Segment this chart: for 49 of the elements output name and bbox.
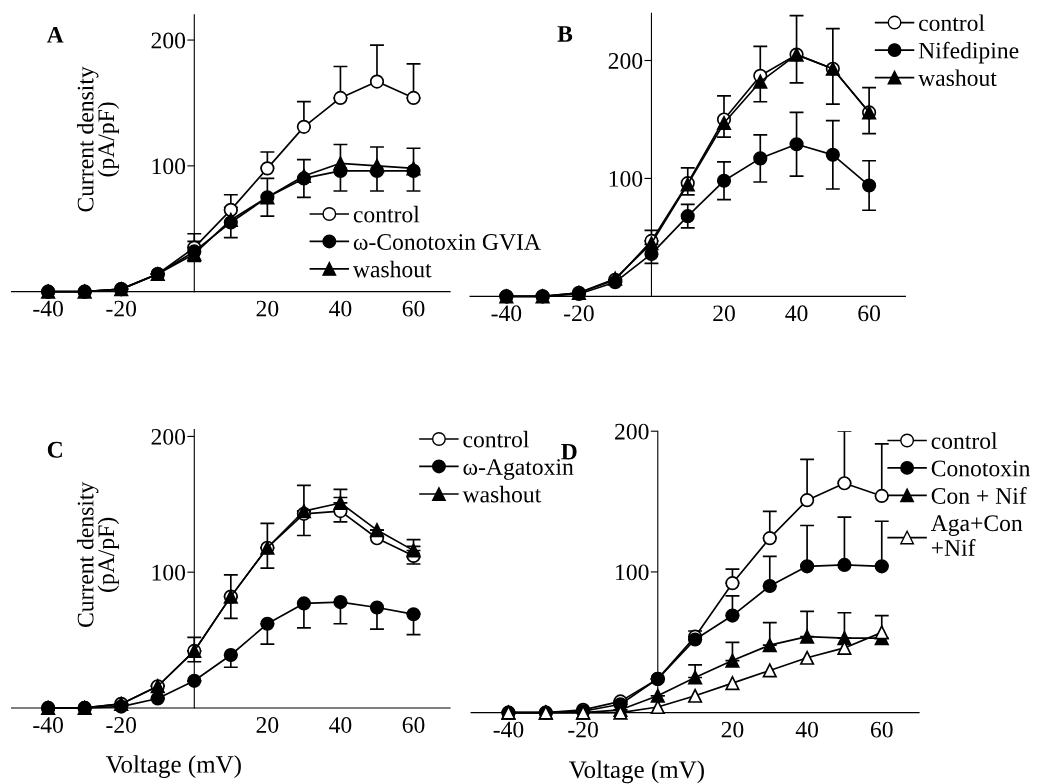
legend-label: Conotoxin (931, 460, 1031, 477)
y-axis-title: Current density (pA/pF) (76, 481, 120, 628)
chart-title: C (47, 441, 62, 458)
y-tick-label: 100 (152, 158, 186, 175)
legend-label: control (463, 430, 529, 448)
x-tick-label: 20 (721, 721, 744, 738)
y-tick-label: 100 (152, 564, 186, 581)
legend-label: washout (352, 260, 432, 278)
chart-title: D (561, 443, 577, 460)
legend-label: Con + Nif (931, 487, 1027, 504)
legend-label: Aga+Con +Nif (930, 515, 1023, 556)
legend-label: control (353, 205, 420, 223)
x-tick-label: -40 (33, 716, 63, 733)
x-tick-label: 60 (402, 716, 425, 733)
x-tick-label: 20 (256, 300, 279, 317)
x-tick-label: -20 (106, 300, 137, 317)
x-axis-title: Voltage (mV) (105, 755, 241, 779)
x-tick-label: 40 (785, 305, 808, 322)
chart-title: B (557, 26, 573, 42)
y-axis-title: Current density (pA/pF) (76, 66, 120, 212)
legend-label: washout (462, 485, 542, 503)
legend-label: control (919, 14, 985, 32)
y-tick-label: 100 (616, 564, 649, 581)
legend-label: control (931, 432, 998, 449)
x-tick-label: 40 (329, 716, 352, 733)
legend-label: washout (918, 69, 997, 87)
x-tick-label: -40 (33, 300, 63, 317)
x-tick-label: 60 (402, 300, 425, 317)
x-tick-label: 60 (870, 721, 893, 738)
y-tick-label: 200 (151, 32, 186, 49)
y-tick-label: 100 (609, 170, 643, 187)
x-tick-label: 40 (329, 300, 352, 317)
y-tick-label: 200 (608, 52, 643, 69)
y-tick-label: 200 (151, 428, 186, 445)
x-tick-label: -20 (568, 721, 598, 738)
legend-label: Nifedipine (918, 41, 1019, 64)
y-tick-label: 200 (615, 423, 649, 440)
x-tick-label: -40 (493, 721, 524, 738)
x-tick-label: 60 (858, 305, 881, 322)
x-axis-title: Voltage (mV) (569, 760, 704, 784)
chart-title: A (46, 26, 64, 43)
legend-label: ω-Conotoxin GVIA (353, 234, 541, 251)
x-tick-label: 20 (713, 305, 735, 322)
x-tick-label: 40 (795, 721, 819, 738)
x-tick-label: -20 (106, 716, 137, 733)
x-tick-label: -40 (491, 305, 522, 322)
x-tick-label: -20 (564, 305, 594, 322)
x-tick-label: 20 (256, 716, 279, 733)
legend-label: ω-Agatoxin (463, 459, 574, 480)
